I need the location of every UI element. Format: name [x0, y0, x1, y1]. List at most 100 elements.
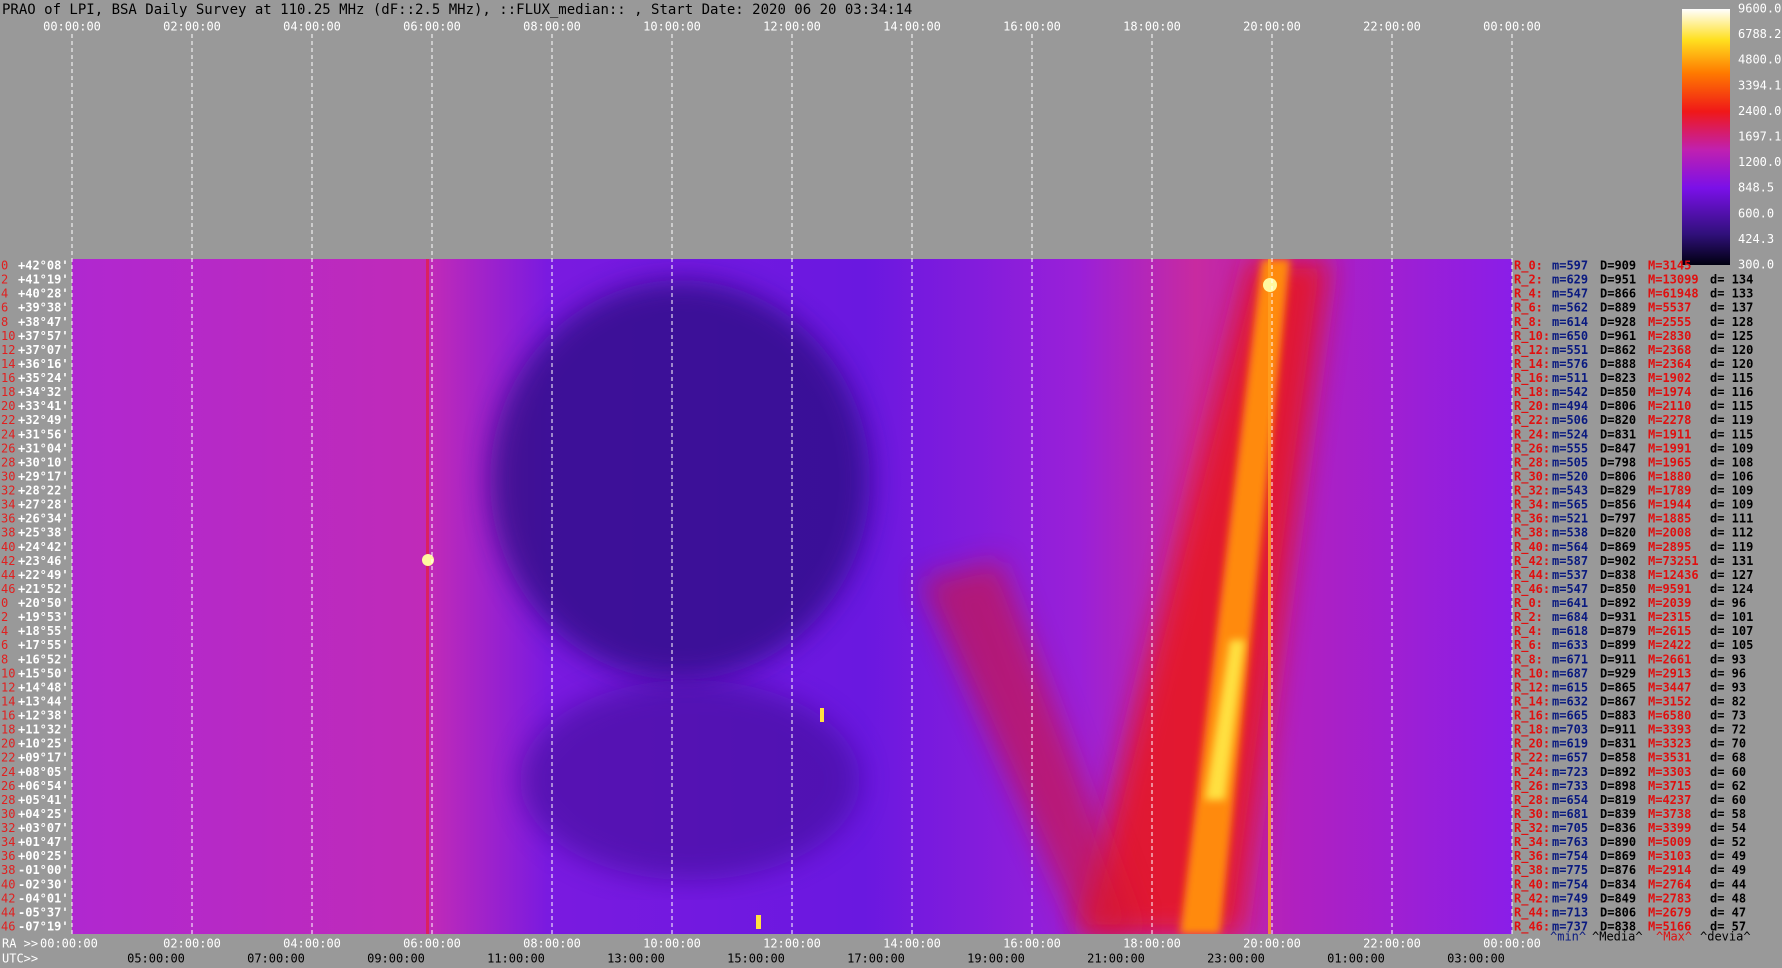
row-id: 16 [1, 371, 15, 385]
stat-label: R_20: [1514, 737, 1550, 752]
stat-label: R_36: [1514, 849, 1550, 864]
stat-d: d= 93 [1710, 680, 1746, 694]
stat-label: R_36: [1514, 512, 1550, 527]
stat-m: m=684 [1552, 610, 1588, 624]
colorbar-label: 4800.0 [1738, 53, 1781, 67]
stat-label: R_2: [1514, 273, 1543, 288]
title: PRAO of LPI, BSA Daily Survey at 110.25 … [2, 2, 912, 18]
stat-m: m=555 [1552, 441, 1588, 455]
top-axis-label: 14:00:00 [883, 20, 941, 34]
stat-label: R_22: [1514, 751, 1550, 766]
stat-m: M=3303 [1648, 765, 1691, 779]
stat-m: m=657 [1552, 751, 1588, 765]
stat-d: d= 112 [1710, 526, 1753, 540]
row-id: 10 [1, 329, 15, 343]
stat-label: R_2: [1514, 610, 1543, 625]
declination-label: +41°19' [18, 273, 69, 287]
stat-d: D=834 [1600, 877, 1636, 891]
stat-m: M=2368 [1648, 343, 1691, 357]
declination-label: +13°44' [18, 694, 69, 708]
stat-d: d= 70 [1710, 737, 1746, 751]
galactic-ridge [1205, 640, 1245, 800]
stat-m: M=2315 [1648, 610, 1691, 624]
stat-m: M=1789 [1648, 484, 1691, 498]
stat-label: R_18: [1514, 385, 1550, 400]
stat-m: M=73251 [1648, 554, 1699, 568]
stat-d: d= 109 [1710, 498, 1753, 512]
stat-d: D=862 [1600, 343, 1636, 357]
stat-label: R_46: [1514, 919, 1550, 934]
stat-d: D=876 [1600, 863, 1636, 877]
ra-axis-label: 06:00:00 [403, 937, 461, 951]
row-id: 46 [1, 582, 15, 596]
declination-label: -02°30' [18, 877, 69, 891]
declination-label: +36°16' [18, 357, 69, 371]
declination-label: +10°25' [18, 737, 69, 751]
stat-label: R_10: [1514, 329, 1550, 344]
declination-label: +37°07' [18, 343, 69, 357]
stat-footer: ^devia^ [1700, 930, 1751, 944]
declination-label: -07°19' [18, 919, 69, 933]
declination-label: +19°53' [18, 610, 69, 624]
stat-label: R_14: [1514, 694, 1550, 709]
declination-label: +08°05' [18, 765, 69, 779]
stat-m: m=619 [1552, 737, 1588, 751]
stat-footer: ^Media^ [1592, 930, 1643, 944]
declination-label: +35°24' [18, 371, 69, 385]
stat-d: d= 106 [1710, 469, 1753, 483]
declination-label: +29°17' [18, 469, 69, 483]
row-id: 2 [1, 610, 8, 624]
stat-label: R_24: [1514, 427, 1550, 442]
top-axis-label: 00:00:00 [43, 20, 101, 34]
stat-d: D=928 [1600, 315, 1636, 329]
declination-label: +20°50' [18, 596, 69, 610]
declination-label: +09°17' [18, 751, 69, 765]
declination-label: +14°48' [18, 680, 69, 694]
row-id: 26 [1, 441, 15, 455]
ra-axis-label: 12:00:00 [763, 937, 821, 951]
stat-m: M=1902 [1648, 371, 1691, 385]
ra-axis-label: 18:00:00 [1123, 937, 1181, 951]
row-id: 28 [1, 455, 15, 469]
row-id: 18 [1, 723, 15, 737]
stat-m: M=13099 [1648, 273, 1699, 287]
stat-d: d= 93 [1710, 652, 1746, 666]
stat-m: M=5166 [1648, 919, 1691, 933]
row-id: 18 [1, 385, 15, 399]
row-id: 34 [1, 835, 15, 849]
colorbar-label: 600.0 [1738, 206, 1774, 220]
stat-d: D=847 [1600, 441, 1636, 455]
row-id: 46 [1, 919, 15, 933]
stat-d: d= 115 [1710, 371, 1753, 385]
stat-m: m=654 [1552, 793, 1588, 807]
stat-d: D=890 [1600, 835, 1636, 849]
stat-m: m=665 [1552, 709, 1588, 723]
stat-label: R_0: [1514, 596, 1543, 611]
stat-m: m=597 [1552, 259, 1588, 273]
stat-label: R_38: [1514, 526, 1550, 541]
ra-prefix: RA >> [2, 937, 38, 951]
stat-d: d= 82 [1710, 694, 1746, 708]
stat-d: D=892 [1600, 596, 1636, 610]
stat-label: R_28: [1514, 793, 1550, 808]
stat-label: R_20: [1514, 399, 1550, 414]
stat-label: R_24: [1514, 765, 1550, 780]
stat-d: d= 109 [1710, 441, 1753, 455]
stat-m: m=565 [1552, 498, 1588, 512]
stat-d: D=961 [1600, 329, 1636, 343]
row-id: 22 [1, 413, 15, 427]
stat-label: R_6: [1514, 638, 1543, 653]
colorbar-label: 9600.0 [1738, 2, 1781, 16]
stat-m: M=3152 [1648, 694, 1691, 708]
point-source [422, 554, 434, 566]
stat-d: D=820 [1600, 413, 1636, 427]
cold-region [490, 280, 870, 680]
stat-m: M=61948 [1648, 287, 1699, 301]
row-id: 30 [1, 807, 15, 821]
ra-axis-label: 10:00:00 [643, 937, 701, 951]
stat-m: m=775 [1552, 863, 1588, 877]
row-id: 26 [1, 779, 15, 793]
stat-m: m=505 [1552, 455, 1588, 469]
stat-m: M=1911 [1648, 427, 1691, 441]
stat-d: D=888 [1600, 357, 1636, 371]
